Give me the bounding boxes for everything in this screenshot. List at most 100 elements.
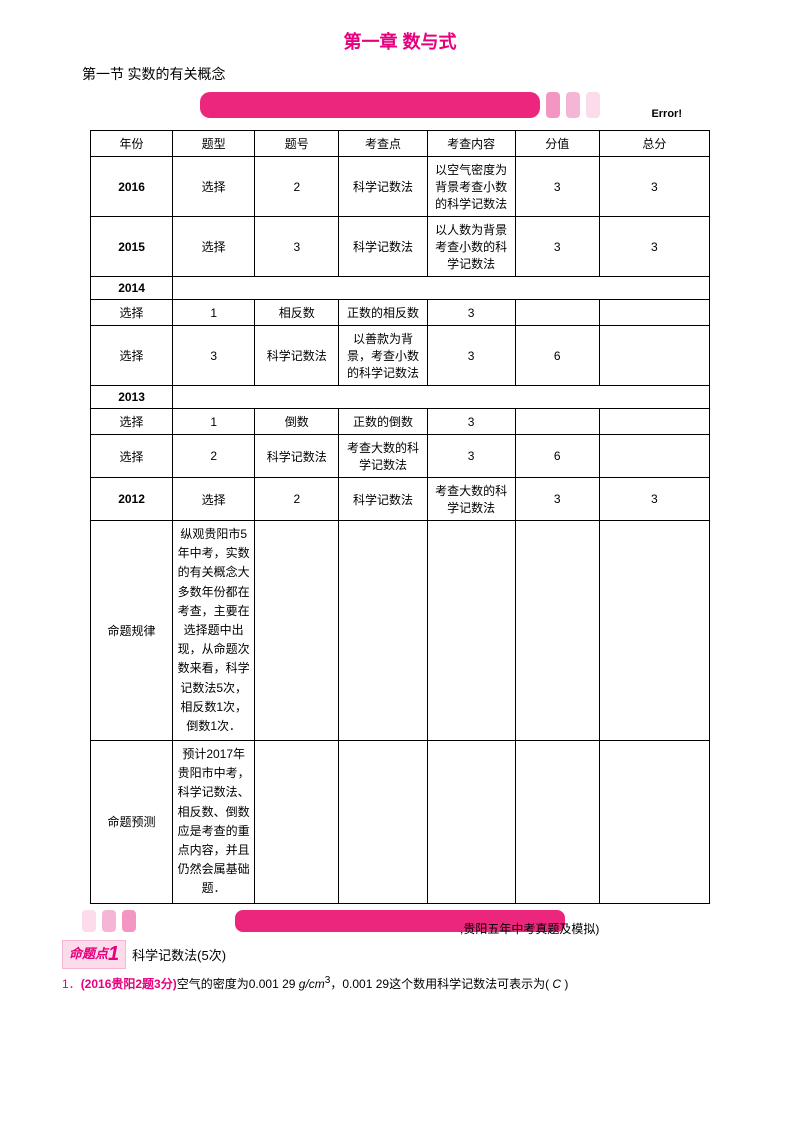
table-row: 2016 选择 2 科学记数法 以空气密度为背景考查小数的科学记数法 3 3 xyxy=(91,157,710,217)
decorative-banner-top: Error! xyxy=(0,88,800,122)
banner-chip xyxy=(586,92,600,118)
cell: 科学记数法 xyxy=(255,326,339,386)
cell: 2 xyxy=(255,478,339,521)
cell: 考查大数的科学记数法 xyxy=(339,435,427,478)
cell: 相反数 xyxy=(255,300,339,326)
cell-empty xyxy=(255,741,339,904)
cell-empty xyxy=(173,386,710,409)
cell: 选择 xyxy=(173,217,255,277)
cell: 3 xyxy=(427,435,515,478)
cell: 3 xyxy=(515,478,599,521)
cell: 3 xyxy=(173,326,255,386)
col-year: 年份 xyxy=(91,131,173,157)
topic-badge: 命题点1 xyxy=(62,940,126,969)
error-label: Error! xyxy=(651,108,682,120)
table-header-row: 年份 题型 题号 考查点 考查内容 分值 总分 xyxy=(91,131,710,157)
cell-empty xyxy=(427,521,515,741)
col-total: 总分 xyxy=(599,131,709,157)
cell-year: 2012 xyxy=(91,478,173,521)
cell: 2 xyxy=(173,435,255,478)
cell: 科学记数法 xyxy=(255,435,339,478)
table-row: 选择 2 科学记数法 考查大数的科学记数法 3 6 xyxy=(91,435,710,478)
banner-chip xyxy=(546,92,560,118)
question-source: (2016贵阳2题3分) xyxy=(81,977,177,991)
col-type: 题型 xyxy=(173,131,255,157)
table-year-row: 2013 xyxy=(91,386,710,409)
cell: 1 xyxy=(173,409,255,435)
table-row: 选择 1 倒数 正数的倒数 3 xyxy=(91,409,710,435)
cell xyxy=(515,300,599,326)
cell: 选择 xyxy=(173,157,255,217)
section-title: 第一节 实数的有关概念 xyxy=(82,64,800,84)
cell-empty xyxy=(599,741,709,904)
cell: 正数的相反数 xyxy=(339,300,427,326)
table-row: 2015 选择 3 科学记数法 以人数为背景考查小数的科学记数法 3 3 xyxy=(91,217,710,277)
cell: 以空气密度为背景考查小数的科学记数法 xyxy=(427,157,515,217)
col-num: 题号 xyxy=(255,131,339,157)
cell: 选择 xyxy=(91,300,173,326)
cell: 倒数 xyxy=(255,409,339,435)
cell-empty xyxy=(599,435,709,478)
cell: 正数的倒数 xyxy=(339,409,427,435)
banner-chip xyxy=(82,910,96,932)
cell: 3 xyxy=(427,326,515,386)
cell: 3 xyxy=(515,217,599,277)
cell-empty xyxy=(599,300,709,326)
cell: 3 xyxy=(599,217,709,277)
topic-badge-prefix: 命题点 xyxy=(69,946,108,961)
cell: 3 xyxy=(599,157,709,217)
cell: 选择 xyxy=(91,435,173,478)
cell-empty xyxy=(339,521,427,741)
summary-label: 命题规律 xyxy=(91,521,173,741)
topic-badge-num: 1 xyxy=(108,943,119,965)
banner-chip xyxy=(566,92,580,118)
summary-text: 纵观贵阳市5年中考，实数的有关概念大多数年份都在考查，主要在选择题中出现，从命题… xyxy=(173,521,255,741)
cell: 选择 xyxy=(91,409,173,435)
cell-empty xyxy=(599,326,709,386)
banner-bar xyxy=(200,92,540,118)
cell-empty xyxy=(515,521,599,741)
cell-year: 2016 xyxy=(91,157,173,217)
cell-empty xyxy=(339,741,427,904)
summary-label: 命题预测 xyxy=(91,741,173,904)
table-row: 2012 选择 2 科学记数法 考查大数的科学记数法 3 3 xyxy=(91,478,710,521)
cell-empty xyxy=(515,741,599,904)
question-number: 1． xyxy=(62,977,81,991)
banner-chip xyxy=(122,910,136,932)
question-unit: g/cm xyxy=(299,977,325,991)
col-content: 考查内容 xyxy=(427,131,515,157)
cell: 选择 xyxy=(91,326,173,386)
question-body: ，0.001 29这个数用科学记数法可表示为( xyxy=(330,977,552,991)
cell: 3 xyxy=(427,409,515,435)
cell-empty xyxy=(427,741,515,904)
cell-year: 2014 xyxy=(91,277,173,300)
table-row: 选择 1 相反数 正数的相反数 3 xyxy=(91,300,710,326)
cell: 以善款为背景，考查小数的科学记数法 xyxy=(339,326,427,386)
table-row: 选择 3 科学记数法 以善款为背景，考查小数的科学记数法 3 6 xyxy=(91,326,710,386)
cell-empty xyxy=(173,277,710,300)
question-body: 空气的密度为0.001 29 xyxy=(177,977,299,991)
banner-chip xyxy=(102,910,116,932)
cell-empty xyxy=(255,521,339,741)
table-year-row: 2014 xyxy=(91,277,710,300)
decorative-banner-bottom: ,贵阳五年中考真题及模拟) xyxy=(0,906,800,936)
cell: 科学记数法 xyxy=(339,157,427,217)
chapter-title: 第一章 数与式 xyxy=(0,28,800,54)
question-line: 1．(2016贵阳2题3分)空气的密度为0.001 29 g/cm3，0.001… xyxy=(62,973,720,993)
col-score: 分值 xyxy=(515,131,599,157)
cell-year: 2013 xyxy=(91,386,173,409)
cell: 6 xyxy=(515,435,599,478)
cell: 科学记数法 xyxy=(339,478,427,521)
cell: 科学记数法 xyxy=(339,217,427,277)
cell-empty xyxy=(599,409,709,435)
banner-trail-text: ,贵阳五年中考真题及模拟) xyxy=(460,920,599,937)
topic-label: 科学记数法(5次) xyxy=(132,945,226,964)
table-summary-row: 命题预测 预计2017年贵阳市中考，科学记数法、相反数、倒数应是考查的重点内容，… xyxy=(91,741,710,904)
cell-year: 2015 xyxy=(91,217,173,277)
question-close: ) xyxy=(561,977,568,991)
cell: 考查大数的科学记数法 xyxy=(427,478,515,521)
cell: 1 xyxy=(173,300,255,326)
cell: 3 xyxy=(599,478,709,521)
cell-empty xyxy=(599,521,709,741)
question-answer: C xyxy=(552,977,561,991)
